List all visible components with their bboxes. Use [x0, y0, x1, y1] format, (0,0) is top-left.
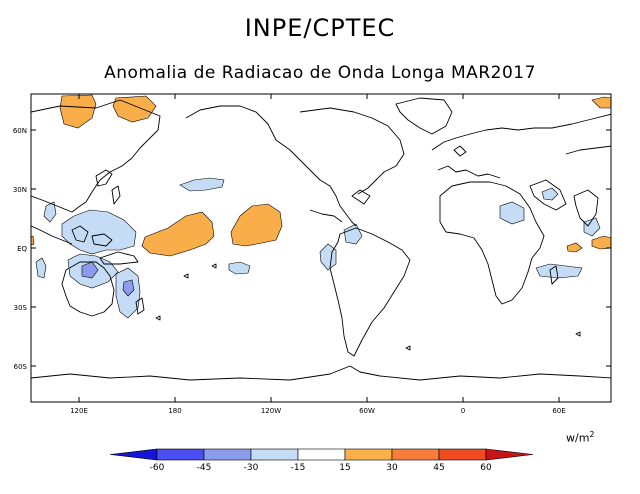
negative-anomaly-area: [499, 201, 525, 225]
positive-anomaly-area: [230, 203, 283, 247]
legend-swatch: [391, 448, 440, 461]
latitude-axis: [31, 129, 611, 367]
legend-unit-text: w/m: [566, 431, 590, 445]
positive-anomaly-area: [591, 96, 611, 109]
legend-label: -45: [197, 463, 212, 473]
legend-label: -60: [150, 463, 165, 473]
positive-anomaly-area: [59, 94, 97, 129]
legend-unit-exponent: 2: [589, 430, 595, 439]
map-title: INPE/CPTEC: [244, 14, 396, 42]
lon-tick-label: 120W: [261, 407, 281, 415]
legend-label: 30: [386, 463, 398, 473]
negative-anomaly-area: [228, 261, 251, 275]
legend-label: -30: [244, 463, 259, 473]
lat-tick-label: EQ: [17, 245, 27, 253]
lon-tick-label: 60W: [359, 407, 375, 415]
lat-tick-label: 30S: [14, 304, 28, 312]
positive-anomaly-area: [31, 235, 35, 246]
color-legend: -60 -45 -30 -15 15 30 45 60: [109, 448, 534, 473]
positive-anomaly-area: [141, 211, 215, 257]
negative-anomaly-area: [541, 187, 559, 201]
legend-swatch: [297, 448, 346, 461]
lat-tick-label: 30N: [13, 186, 27, 194]
legend-swatch: [485, 448, 534, 461]
negative-anomaly-area: [179, 177, 225, 192]
legend-swatch: [109, 448, 158, 461]
moderate-negative-anomaly-area: [122, 279, 135, 297]
legend-label: 60: [480, 463, 492, 473]
legend-label: -15: [291, 463, 306, 473]
moderate-negative-anomaly-area: [81, 261, 99, 279]
legend-label: 15: [339, 463, 350, 473]
longitude-axis: [78, 94, 560, 402]
map-content: [31, 94, 611, 381]
map-subtitle: Anomalia de Radiacao de Onda Longa MAR20…: [104, 63, 536, 83]
legend-swatch: [156, 448, 205, 461]
lon-tick-label: 0: [461, 407, 465, 415]
lat-tick-label: 60S: [14, 363, 28, 371]
negative-anomaly-area: [583, 217, 601, 237]
coastlines: [31, 97, 611, 381]
lon-tick-label: 180: [168, 407, 181, 415]
lon-tick-label: 60E: [552, 407, 565, 415]
positive-anomaly-area: [112, 95, 157, 123]
negative-anomaly-area: [535, 263, 583, 279]
lon-tick-label: 120E: [70, 407, 88, 415]
negative-anomaly-area: [343, 223, 363, 245]
lat-tick-label: 60N: [13, 127, 27, 135]
negative-anomaly-area: [43, 201, 57, 223]
positive-anomaly-area: [591, 235, 611, 250]
negative-anomaly-area: [61, 209, 137, 255]
legend-swatch: [250, 448, 299, 461]
negative-anomaly-area: [319, 243, 337, 271]
positive-anomaly-area: [566, 242, 583, 253]
legend-label: 45: [433, 463, 444, 473]
legend-swatch: [438, 448, 487, 461]
legend-swatch: [344, 448, 393, 461]
negative-anomaly-area: [35, 257, 47, 279]
legend-unit: w/m2: [566, 430, 595, 445]
legend-swatch: [203, 448, 252, 461]
